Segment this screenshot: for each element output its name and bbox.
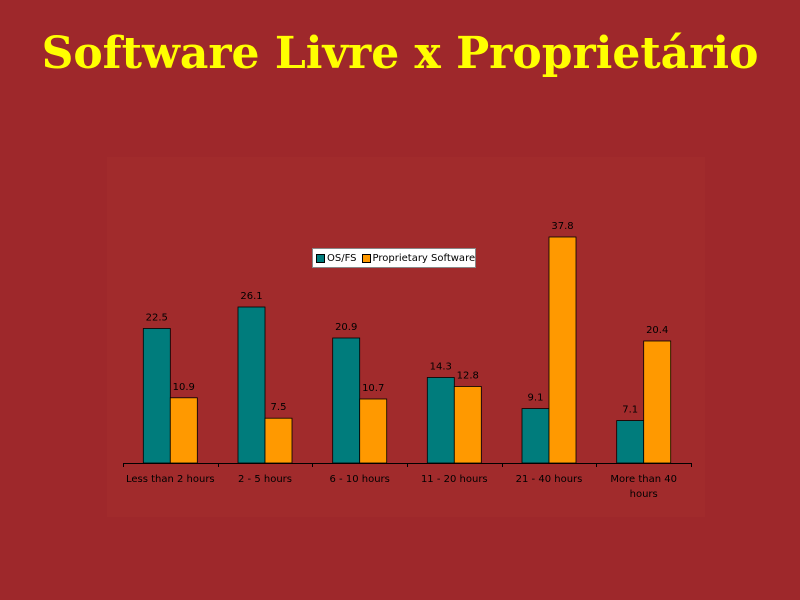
- bar-proprietary: [264, 417, 293, 464]
- bar-osfs: [616, 420, 645, 464]
- x-tick-label: More than 40 hours: [610, 474, 677, 500]
- x-tick-label: 11 - 20 hours: [421, 474, 488, 485]
- data-label-proprietary: 10.9: [173, 382, 195, 393]
- data-label-osfs: 14.3: [430, 362, 452, 373]
- legend-swatch-osfs: [316, 253, 325, 263]
- data-label-osfs: 20.9: [335, 322, 357, 333]
- legend-swatch-proprietary: [361, 253, 371, 263]
- data-label-osfs: 7.1: [622, 405, 638, 416]
- chart-panel: [107, 157, 705, 517]
- bar-proprietary: [453, 386, 482, 464]
- bar-proprietary: [359, 398, 388, 464]
- bar-proprietary: [548, 236, 577, 464]
- bar-proprietary: [643, 340, 672, 464]
- slide-title: Software Livre x Proprietário: [41, 28, 759, 79]
- legend-item-osfs: OS/FS: [316, 253, 357, 264]
- bar-osfs: [332, 337, 361, 464]
- data-label-osfs: 22.5: [146, 313, 168, 324]
- bar-osfs: [426, 377, 455, 464]
- data-label-osfs: 26.1: [240, 291, 262, 302]
- x-tick-label: 2 - 5 hours: [238, 474, 292, 485]
- x-tick-label: 21 - 40 hours: [516, 474, 583, 485]
- x-tick-label: Less than 2 hours: [126, 474, 215, 485]
- bar-osfs: [521, 408, 550, 464]
- chart-legend: OS/FS Proprietary Software: [312, 248, 476, 268]
- data-label-proprietary: 7.5: [271, 402, 287, 413]
- data-label-proprietary: 10.7: [362, 383, 384, 394]
- x-tick-label: 6 - 10 hours: [330, 474, 390, 485]
- legend-label-proprietary: Proprietary Software: [372, 252, 476, 264]
- data-label-osfs: 9.1: [528, 393, 544, 404]
- data-label-proprietary: 37.8: [551, 221, 573, 232]
- bar-osfs: [237, 306, 266, 464]
- bar-proprietary: [169, 397, 198, 464]
- legend-label-osfs: OS/FS: [327, 252, 357, 264]
- bar-osfs: [142, 328, 171, 464]
- legend-item-proprietary: Proprietary Software: [361, 252, 476, 264]
- data-label-proprietary: 12.8: [457, 371, 479, 382]
- data-label-proprietary: 20.4: [646, 325, 668, 336]
